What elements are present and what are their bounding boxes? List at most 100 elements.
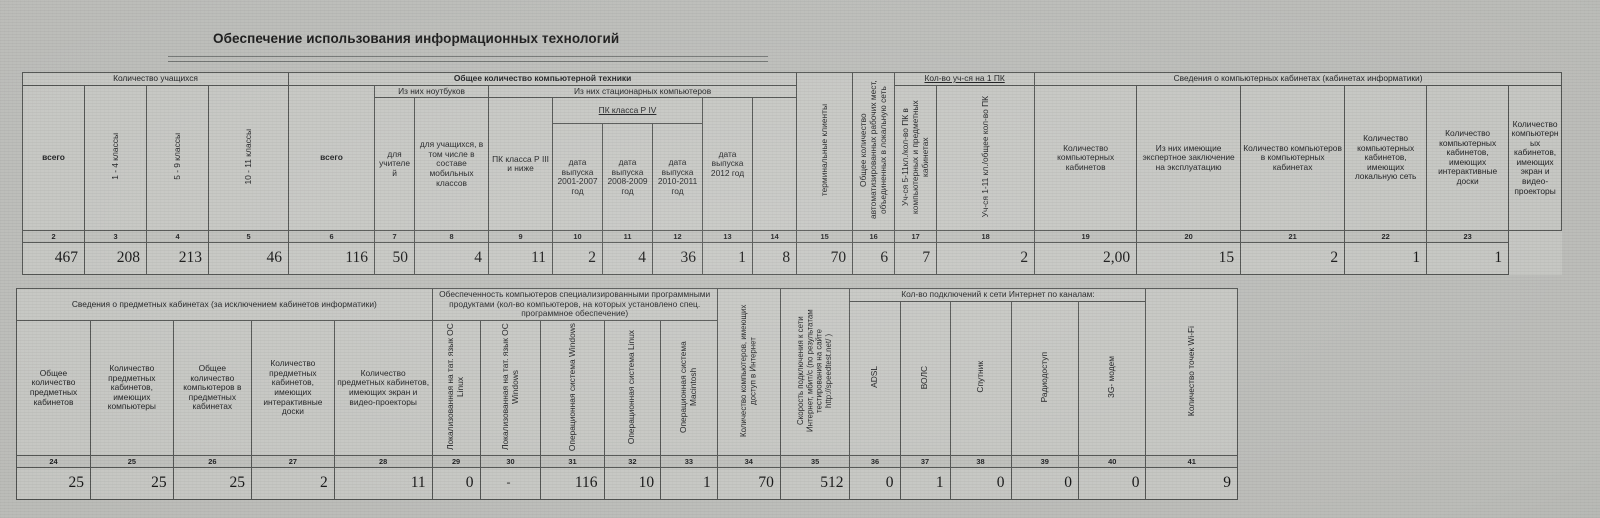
cell-col-27[interactable]: 2 bbox=[251, 467, 335, 501]
it-equipment-table: Количество учащихся Общее количество ком… bbox=[21, 71, 1562, 276]
colnum-5: 5 bbox=[207, 230, 290, 244]
header-col-22: Количество компьютерных кабинетов, имеющ… bbox=[1426, 84, 1510, 232]
header-col-16: Уч-ся 5-11кл./кол-во ПК в компьютерных и… bbox=[894, 84, 938, 232]
header-col-39: Радиодоступ bbox=[1010, 300, 1079, 457]
cell-col-21[interactable]: 2 bbox=[1240, 242, 1346, 276]
colnum-9: 9 bbox=[488, 230, 554, 244]
colnum-25: 25 bbox=[89, 455, 174, 469]
cell-col-11[interactable]: 4 bbox=[602, 242, 654, 276]
cell-col-29[interactable]: 0 bbox=[431, 467, 481, 501]
cell-col-16[interactable]: 6 bbox=[852, 242, 896, 276]
cell-col-9[interactable]: 11 bbox=[488, 242, 554, 276]
cell-col-39[interactable]: 0 bbox=[1010, 467, 1079, 501]
colnum-20: 20 bbox=[1136, 230, 1242, 244]
cell-col-8[interactable]: 4 bbox=[414, 242, 490, 276]
cell-col-22[interactable]: 1 bbox=[1344, 242, 1428, 276]
cell-col-3[interactable]: 208 bbox=[84, 242, 147, 276]
colnum-2: 2 bbox=[22, 230, 85, 244]
colnum-14: 14 bbox=[752, 230, 798, 244]
cell-col-13[interactable]: 1 bbox=[702, 242, 754, 276]
cell-col-34[interactable]: 70 bbox=[716, 467, 781, 501]
header-col-28: Количество предметных кабинетов, имеющих… bbox=[333, 319, 433, 457]
cell-col-38[interactable]: 0 bbox=[949, 467, 1012, 501]
header-col-35: Скорость подключения к сети Интернет, мб… bbox=[779, 287, 851, 457]
header-col-13: дата выпуска 2012 год bbox=[702, 97, 754, 232]
table2-group-row: Сведения о предметных кабинетах (за искл… bbox=[16, 287, 1238, 457]
group-students: Количество учащихся bbox=[21, 72, 290, 86]
title-underline-lower bbox=[168, 61, 768, 62]
header-col-11: дата выпуска 2008-2009 год bbox=[602, 123, 654, 232]
cell-col-41[interactable]: 9 bbox=[1145, 467, 1238, 501]
cell-col-36[interactable]: 0 bbox=[849, 467, 901, 501]
colnum-12: 12 bbox=[652, 230, 704, 244]
header-col-33: Операционная система Macintosh bbox=[660, 319, 718, 457]
group-total-equipment: Общее количество компьютерной техники bbox=[288, 72, 798, 86]
colnum-33: 33 bbox=[660, 455, 718, 469]
cell-col-15[interactable]: 70 bbox=[796, 242, 854, 276]
header-col-18: Количество компьютерных кабинетов bbox=[1034, 84, 1138, 232]
cell-col-32[interactable]: 10 bbox=[603, 467, 662, 501]
cell-col-2[interactable]: 467 bbox=[22, 242, 85, 276]
colnum-10: 10 bbox=[552, 230, 604, 244]
table1-data-row: 467 208 213 46 116 50 4 11 2 4 36 1 8 70… bbox=[22, 242, 1562, 276]
colnum-11: 11 bbox=[602, 230, 654, 244]
header-col-26: Общее количество компьютеров в предметны… bbox=[172, 319, 253, 457]
header-col-24: Общее количество предметных кабинетов bbox=[16, 319, 91, 457]
cell-col-24[interactable]: 25 bbox=[16, 467, 91, 501]
colnum-23: 23 bbox=[1426, 230, 1510, 244]
cell-col-4[interactable]: 213 bbox=[146, 242, 209, 276]
cell-col-6[interactable]: 116 bbox=[288, 242, 376, 276]
cell-col-30[interactable]: - bbox=[479, 467, 542, 501]
header-col-7: для учителей bbox=[374, 97, 416, 232]
cell-col-26[interactable]: 25 bbox=[172, 467, 253, 501]
cell-col-10[interactable]: 2 bbox=[552, 242, 604, 276]
header-col-41: Количество точек Wi-Fi bbox=[1145, 287, 1238, 457]
group-software: Обеспеченность компьютеров специализиров… bbox=[431, 288, 718, 321]
cell-col-25[interactable]: 25 bbox=[89, 467, 174, 501]
header-col-12: дата выпуска 2010-2011 год bbox=[652, 123, 704, 232]
cell-col-35[interactable]: 512 bbox=[779, 467, 851, 501]
colnum-4: 4 bbox=[146, 230, 209, 244]
table2-data-row: 25 25 25 2 11 0 - 116 10 1 70 512 0 1 0 … bbox=[16, 467, 1238, 501]
cell-col-23[interactable]: 1 bbox=[1426, 242, 1510, 276]
cell-col-5[interactable]: 46 bbox=[207, 242, 290, 276]
header-col-10: дата выпуска 2001-2007 год bbox=[552, 123, 604, 232]
colnum-28: 28 bbox=[333, 455, 433, 469]
group-labs: Сведения о компьютерных кабинетах (кабин… bbox=[1034, 72, 1562, 86]
colnum-39: 39 bbox=[1010, 455, 1079, 469]
cell-col-14[interactable]: 8 bbox=[752, 242, 798, 276]
cell-col-28[interactable]: 11 bbox=[333, 467, 433, 501]
colnum-35: 35 bbox=[779, 455, 851, 469]
table2-group-row-2: ADSL ВОЛС Спутник Радиодоступ 3G- модем bbox=[17, 300, 1238, 457]
group-pk-p4: ПК класса Р IV bbox=[552, 97, 704, 125]
colnum-29: 29 bbox=[431, 455, 481, 469]
cell-col-40[interactable]: 0 bbox=[1077, 467, 1147, 501]
colnum-27: 27 bbox=[251, 455, 335, 469]
header-col-40: 3G- модем bbox=[1077, 300, 1147, 457]
cell-col-7[interactable]: 50 bbox=[374, 242, 416, 276]
header-col-20: Количество компьютеров в компьютерных ка… bbox=[1240, 84, 1346, 232]
title-underline-upper bbox=[168, 56, 768, 57]
table1-group-row-2: всего 1 - 4 классы 5 - 9 классы 10 - 11 … bbox=[22, 84, 1562, 232]
colnum-3: 3 bbox=[84, 230, 147, 244]
header-col-27: Количество предметных кабинетов, имеющих… bbox=[251, 319, 335, 457]
header-col-8: для учащихся, в том числе в составе моби… bbox=[414, 97, 490, 232]
cell-col-37[interactable]: 1 bbox=[899, 467, 951, 501]
table1-grid: Количество учащихся Общее количество ком… bbox=[21, 71, 1562, 276]
colnum-19: 19 bbox=[1034, 230, 1138, 244]
cell-col-17[interactable]: 7 bbox=[894, 242, 938, 276]
cell-col-19[interactable]: 2,00 bbox=[1034, 242, 1138, 276]
header-col-29: Локализованная на тат. язык ОС Linux bbox=[431, 319, 481, 457]
colnum-26: 26 bbox=[172, 455, 253, 469]
group-per-pc: Кол-во уч-ся на 1 ПК bbox=[894, 72, 1036, 86]
header-col-38: Спутник bbox=[949, 300, 1012, 457]
cell-col-12[interactable]: 36 bbox=[652, 242, 704, 276]
cell-col-20[interactable]: 15 bbox=[1136, 242, 1242, 276]
header-col-4: 5 - 9 классы bbox=[146, 84, 209, 232]
colnum-32: 32 bbox=[603, 455, 662, 469]
cell-col-31[interactable]: 116 bbox=[540, 467, 605, 501]
cell-col-18[interactable]: 2 bbox=[936, 242, 1036, 276]
cell-col-33[interactable]: 1 bbox=[660, 467, 718, 501]
header-col-17: Уч-ся 1-11 кл./общее кол-во ПК bbox=[936, 84, 1036, 232]
colnum-15: 15 bbox=[796, 230, 854, 244]
